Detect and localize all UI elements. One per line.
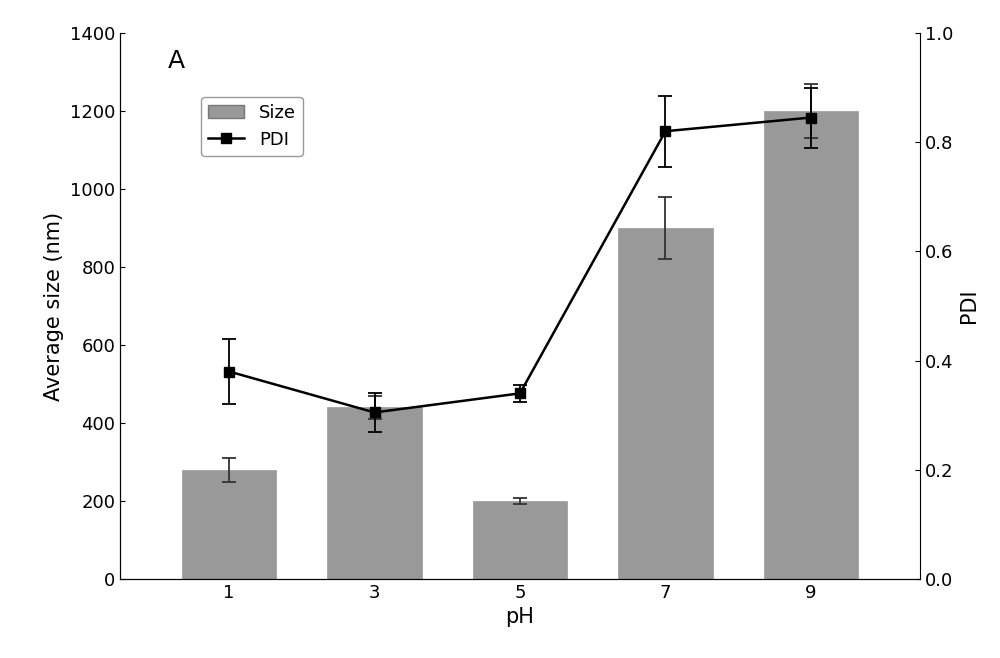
Y-axis label: PDI: PDI (959, 289, 979, 323)
Bar (473, 501, 567, 579)
Bar (327, 407, 422, 579)
Y-axis label: Average size (nm): Average size (nm) (44, 211, 64, 401)
Bar (182, 470, 276, 579)
Bar (764, 111, 858, 579)
Legend: Size, PDI: Size, PDI (201, 97, 303, 156)
Bar (618, 228, 713, 579)
X-axis label: pH: pH (506, 607, 534, 628)
Text: A: A (168, 49, 185, 73)
